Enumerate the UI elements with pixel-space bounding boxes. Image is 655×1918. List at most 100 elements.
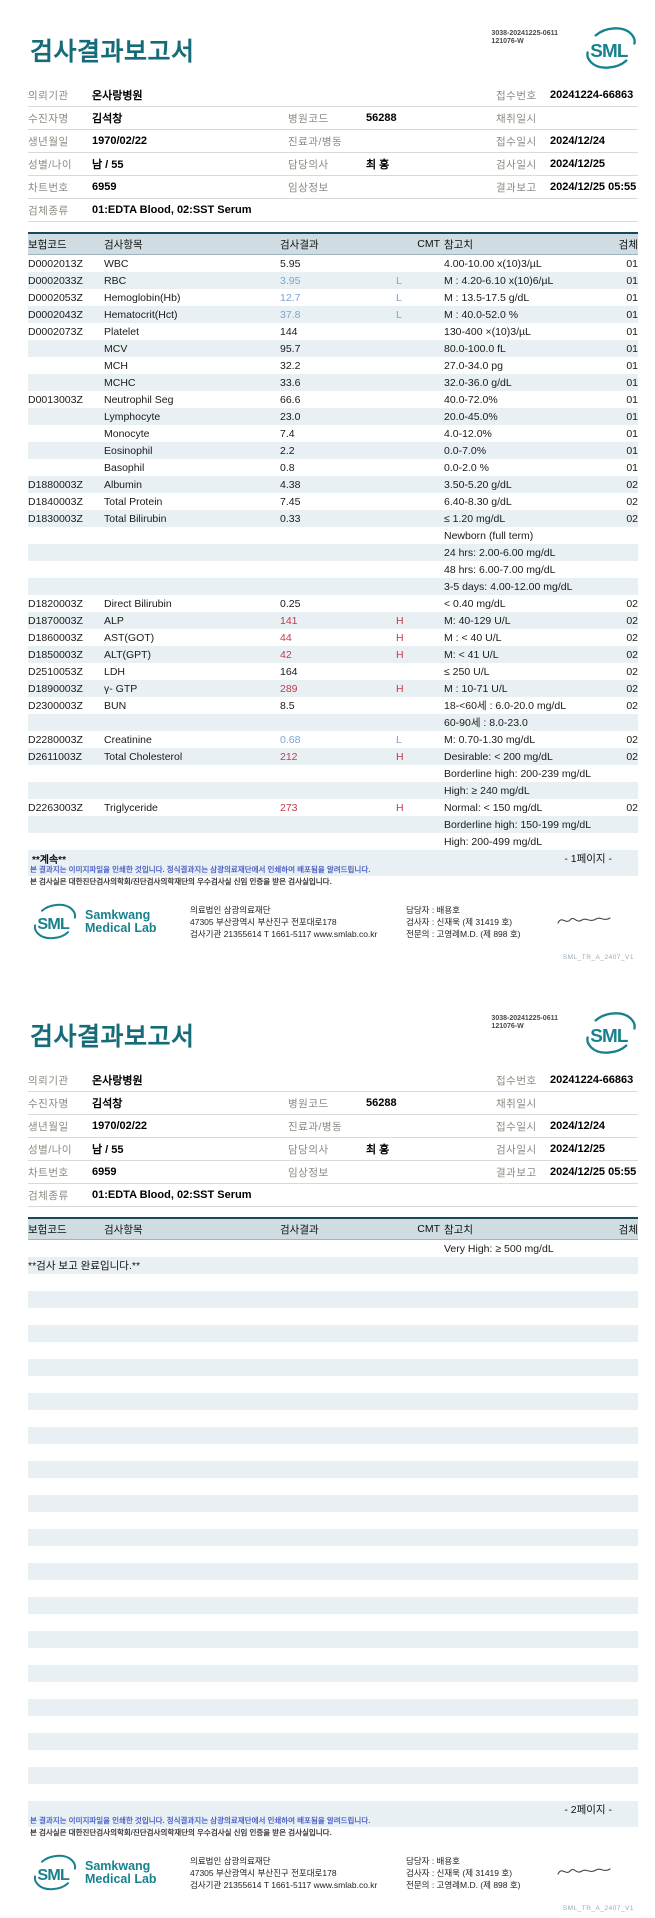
cmt-flag — [396, 340, 444, 357]
cmt-flag — [396, 1546, 444, 1563]
test-result — [280, 544, 396, 561]
reference-continuation-row — [28, 1699, 638, 1716]
test-result — [280, 1478, 396, 1495]
sml-logo-icon: SML — [33, 1854, 77, 1891]
cmt-flag — [396, 442, 444, 459]
insurance-code: D1890003Z — [28, 682, 83, 695]
continued-line: **계속** - 1페이지 - — [28, 851, 638, 866]
reference-range — [444, 1461, 604, 1478]
specimen-number — [604, 1546, 638, 1563]
specimen-number: 02 — [626, 648, 638, 661]
insurance-code — [28, 1767, 104, 1784]
reference-continuation-row — [28, 1631, 638, 1648]
reference-range: 0.0-2.0 % — [444, 461, 489, 474]
reference-range — [444, 1648, 604, 1665]
cmt-flag — [396, 527, 444, 544]
insurance-code — [28, 1716, 104, 1733]
reference-continuation-row — [28, 1597, 638, 1614]
specimen-number: 01 — [626, 444, 638, 457]
reference-range — [444, 1478, 604, 1495]
staff-examiner: 검사자 : 신재욱 (제 31419 호) — [406, 1868, 513, 1878]
col-insurance-code: 보험코드 — [28, 232, 104, 255]
cmt-flag — [396, 1478, 444, 1495]
cmt-flag — [396, 595, 444, 612]
field-label: 차트번호 — [28, 181, 69, 194]
specimen-number: 02 — [626, 733, 638, 746]
test-result: 4.38 — [280, 478, 301, 491]
cmt-flag — [396, 1682, 444, 1699]
insurance-code: D0013003Z — [28, 393, 83, 406]
reference-range: 80.0-100.0 fL — [444, 342, 506, 355]
reference-continuation-row: 60-90세 : 8.0-23.0 — [28, 714, 638, 731]
insurance-code — [28, 408, 104, 425]
specimen-number — [604, 527, 638, 544]
test-name — [104, 782, 280, 799]
col-insurance-code: 보험코드 — [28, 1217, 104, 1240]
col-test-name: 검사항목 — [104, 1217, 280, 1240]
field-value: 2024/12/25 05:55 — [550, 181, 637, 193]
lab-name-line-1: Samkwang — [85, 1858, 151, 1873]
insurance-code — [28, 544, 104, 561]
test-result — [280, 561, 396, 578]
page-header: 검사결과보고서 3038-20241225-0611 121076-W SML — [28, 1007, 638, 1057]
insurance-code: D1850003Z — [28, 648, 83, 661]
cmt-flag — [396, 323, 444, 340]
test-result — [280, 1495, 396, 1512]
lab-address-block: 의료법인 삼광의료재단 47305 부산광역시 부산진구 전포대로178 검사기… — [190, 1855, 406, 1891]
test-name — [104, 1359, 280, 1376]
reference-range: 3-5 days: 4.00-12.00 mg/dL — [444, 580, 573, 593]
field-value: 온사랑병원 — [92, 90, 143, 102]
reference-continuation-row — [28, 1563, 638, 1580]
specimen-number — [604, 1767, 638, 1784]
continued-label: **계속** — [32, 854, 66, 866]
staff-manager: 담당자 : 배용호 — [406, 905, 461, 915]
patient-info-row: 생년월일 1970/02/22 진료과/병동 접수일시 2024/12/24 — [28, 130, 638, 153]
test-name — [104, 1325, 280, 1342]
field-value: 6959 — [92, 1166, 117, 1178]
test-result — [280, 1699, 396, 1716]
cmt-flag — [396, 493, 444, 510]
field-label: 채취일시 — [496, 112, 537, 125]
test-name: Direct Bilirubin — [104, 597, 172, 610]
test-name — [104, 1563, 280, 1580]
result-row: Monocyte 7.4 4.0-12.0% 01 — [28, 425, 638, 442]
field-value: 2024/12/25 05:55 — [550, 1166, 637, 1178]
reference-range: Normal: < 150 mg/dL — [444, 801, 543, 814]
test-name — [104, 1478, 280, 1495]
reference-continuation-row — [28, 1393, 638, 1410]
test-result — [280, 1682, 396, 1699]
result-row: D0002053Z Hemoglobin(Hb) 12.7 L M : 13.5-17.… — [28, 289, 638, 306]
specimen-number — [604, 782, 638, 799]
result-row: D0013003Z Neutrophil Seg 66.6 40.0-72.0% 01 — [28, 391, 638, 408]
table-message-row: **검사 보고 완료입니다.** — [28, 1257, 638, 1274]
col-reference: 참고치 — [444, 1217, 604, 1240]
results-header-row: 보험코드 검사항목 검사결과 CMT 참고치 검체 — [28, 1217, 638, 1240]
insurance-code — [28, 1512, 104, 1529]
cmt-flag — [396, 255, 444, 273]
specimen-number — [604, 1784, 638, 1801]
specimen-number — [604, 1359, 638, 1376]
signature-scribble — [557, 1868, 611, 1875]
reference-continuation-row — [28, 1716, 638, 1733]
result-row: D0002073Z Platelet 144 130-400 ×(10)3/µL 01 — [28, 323, 638, 340]
document-barcode-number: 3038-20241225-0611 121076-W — [491, 1015, 558, 1031]
field-value: 20241224-66863 — [550, 1074, 634, 1086]
test-name — [104, 1393, 280, 1410]
insurance-code — [28, 442, 104, 459]
insurance-code — [28, 714, 104, 731]
specimen-number — [604, 1512, 638, 1529]
cmt-flag — [396, 782, 444, 799]
reference-range — [444, 1665, 604, 1682]
reference-continuation-row — [28, 1529, 638, 1546]
test-name — [104, 1291, 280, 1308]
patient-info-table: 의뢰기관 온사랑병원 접수번호 20241224-66863 수진자명 김석창 병원코드 56… — [28, 1069, 638, 1207]
reference-continuation-row — [28, 1427, 638, 1444]
test-name — [104, 1597, 280, 1614]
test-name: ALP — [104, 614, 124, 627]
specimen-number — [604, 1478, 638, 1495]
cmt-flag — [396, 476, 444, 493]
reference-range — [444, 1699, 604, 1716]
svg-text:SML: SML — [37, 915, 70, 933]
reference-range: 130-400 ×(10)3/µL — [444, 325, 531, 338]
test-result: 95.7 — [280, 342, 301, 355]
